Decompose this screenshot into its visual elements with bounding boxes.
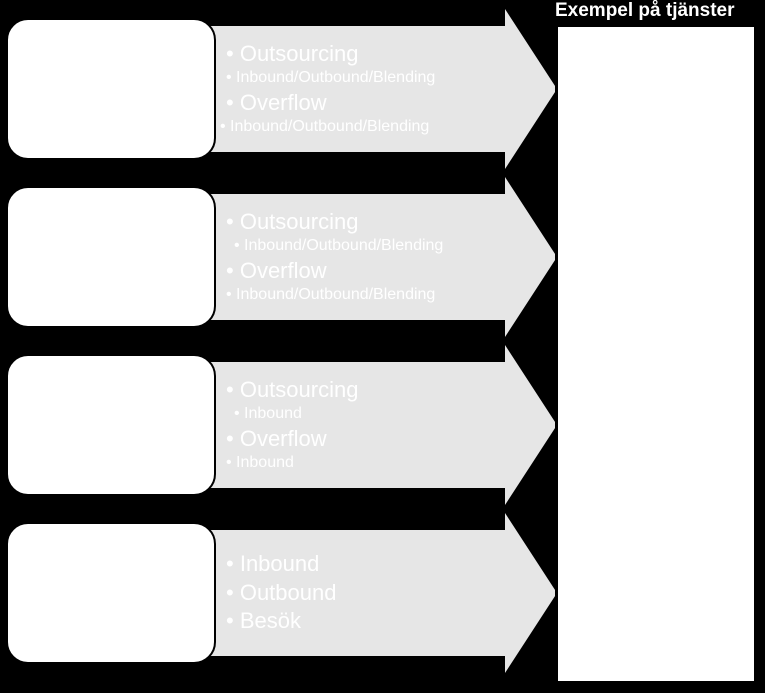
category-card (6, 354, 216, 496)
arrow-head (505, 177, 557, 337)
bullet-item: Overflow (226, 257, 443, 286)
arrow-bullets: OutsourcingInbound/Outbound/BlendingOver… (226, 40, 435, 139)
arrow-head (505, 513, 557, 673)
bullet-item: Besök (226, 607, 336, 636)
bullet-item: Outsourcing (226, 208, 443, 237)
bullet-item: Inbound (226, 550, 336, 579)
bullet-item: Inbound/Outbound/Blending (226, 68, 435, 89)
bullet-item: Outsourcing (226, 376, 358, 405)
bullet-item: Overflow (226, 89, 435, 118)
bullet-item: Overflow (226, 425, 358, 454)
bullet-item: Outsourcing (226, 40, 435, 69)
side-panel (555, 24, 757, 684)
arrow-bullets: InboundOutboundBesök (226, 550, 336, 636)
arrow-head (505, 345, 557, 505)
arrow-bullets: OutsourcingInbound/Outbound/BlendingOver… (226, 208, 443, 307)
category-card (6, 18, 216, 160)
category-card (6, 186, 216, 328)
bullet-item: Inbound (234, 404, 358, 425)
bullet-item: Inbound/Outbound/Blending (226, 285, 443, 306)
arrow-bullets: OutsourcingInboundOverflowInbound (226, 376, 358, 475)
bullet-item: Inbound/Outbound/Blending (220, 117, 435, 138)
bullet-item: Inbound/Outbound/Blending (234, 236, 443, 257)
bullet-item: Inbound (226, 453, 358, 474)
side-panel-title: Exempel på tjänster (555, 0, 735, 22)
bullet-item: Outbound (226, 579, 336, 608)
arrow-head (505, 9, 557, 169)
category-card (6, 522, 216, 664)
